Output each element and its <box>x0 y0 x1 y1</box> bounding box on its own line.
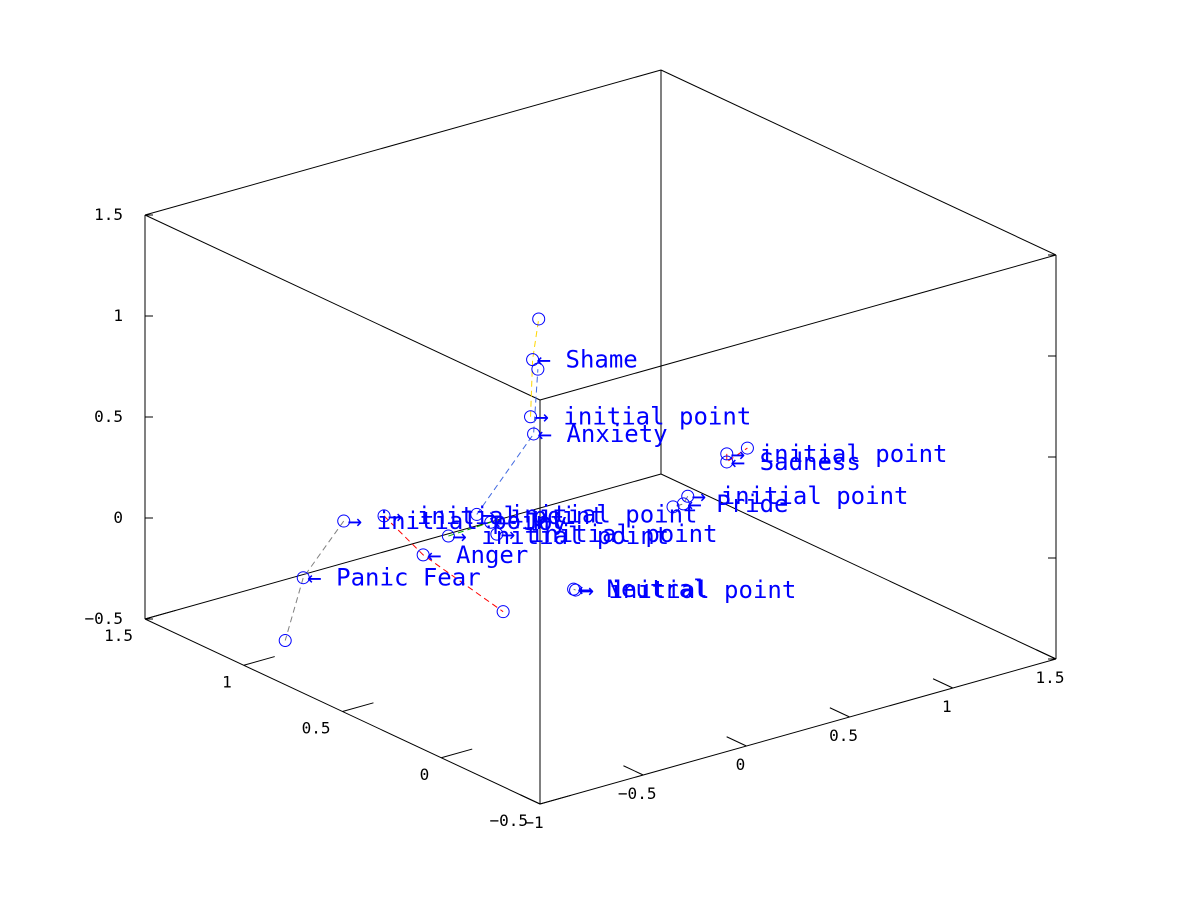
point-annotation: → initial point <box>731 440 948 468</box>
series-layer <box>278 312 754 648</box>
data-point-marker <box>416 548 430 562</box>
data-point-marker <box>337 514 351 528</box>
data-point-marker <box>377 509 391 523</box>
point-annotation: → initial point <box>535 403 752 431</box>
y-tick-label: 1.5 <box>1036 668 1065 687</box>
y-tick <box>623 765 644 776</box>
x-tick-label: 1.5 <box>104 626 133 645</box>
data-point-marker <box>720 447 734 461</box>
y-tick <box>829 707 850 718</box>
data-point-marker <box>470 507 484 521</box>
data-point-marker <box>490 527 504 541</box>
y-tick-label: −1 <box>524 813 543 832</box>
data-point-marker <box>496 605 510 619</box>
data-point-marker <box>531 362 545 376</box>
y-tick <box>726 736 747 747</box>
point-annotation: → initial point <box>501 520 718 548</box>
box-edge <box>144 69 662 216</box>
point-annotation: ← Sadness <box>731 448 861 476</box>
data-point-marker <box>666 500 680 514</box>
z-tick-label: 0 <box>113 508 123 527</box>
x-tick <box>243 656 275 666</box>
data-point-marker <box>740 441 754 455</box>
trajectory-line <box>383 515 504 613</box>
box-edge <box>144 214 541 401</box>
point-annotation: ← Anxiety <box>538 420 668 448</box>
point-annotation: ← Anger <box>427 541 528 569</box>
point-annotation: → initial point <box>692 482 909 510</box>
box-edge <box>539 254 1057 401</box>
z-tick-label: 1.5 <box>94 205 123 224</box>
z-tick-label: 0.5 <box>94 407 123 426</box>
point-annotation: ← Neutral <box>578 575 708 603</box>
point-annotation: → initial point <box>388 502 605 530</box>
trajectory-line <box>726 447 748 463</box>
data-point-marker <box>681 489 695 503</box>
annotation-layer: → initial point← Shame→ initial point← A… <box>307 346 947 604</box>
x-tick-label: −0.5 <box>489 811 528 830</box>
trajectory-line <box>530 318 540 417</box>
z-tick-label: −0.5 <box>84 609 123 628</box>
x-tick-label: 0.5 <box>302 719 331 738</box>
y-tick-label: 1 <box>942 697 952 716</box>
data-point-marker <box>720 455 734 469</box>
point-annotation: → initial point <box>481 500 698 528</box>
data-point-marker <box>441 529 455 543</box>
point-annotation: → initial point <box>452 522 669 550</box>
x-tick <box>441 748 473 759</box>
trajectory-line <box>573 588 576 591</box>
point-annotation: ← Pride <box>687 490 788 518</box>
trajectory-line <box>284 520 345 641</box>
x-tick <box>144 609 177 620</box>
y-tick <box>520 794 541 805</box>
data-point-marker <box>676 497 690 511</box>
box-edge <box>539 658 1057 805</box>
data-point-marker <box>567 582 581 596</box>
point-annotation: ← Panic Fear <box>307 564 480 592</box>
data-point-marker <box>524 410 538 424</box>
data-point-marker <box>296 571 310 585</box>
y-tick-label: −0.5 <box>618 784 657 803</box>
x-tick <box>539 794 572 805</box>
axis-ticks: −0.500.511.5−1−0.500.511.5−0.500.511.5 <box>84 205 1064 832</box>
trajectory-line <box>448 521 491 537</box>
y-tick-label: 0 <box>736 755 746 774</box>
box-edge <box>660 69 1057 256</box>
x-tick-label: 1 <box>222 672 232 691</box>
x-tick-label: 0 <box>420 765 430 784</box>
point-annotation: → initial point <box>348 507 565 535</box>
point-annotation: → initial point <box>580 576 797 604</box>
data-point-marker <box>278 634 292 648</box>
data-point-marker <box>527 427 541 441</box>
box-edge <box>660 473 1057 660</box>
z-tick-label: 1 <box>113 306 123 325</box>
point-annotation: ← Shame <box>537 346 638 374</box>
data-point-marker <box>532 312 546 326</box>
trajectory-line <box>476 369 539 515</box>
data-point-marker <box>484 515 498 529</box>
x-tick <box>342 702 374 712</box>
y-tick <box>1036 649 1057 660</box>
y-tick <box>932 678 954 689</box>
box-edge <box>144 473 662 620</box>
data-point-marker <box>569 583 583 597</box>
y-tick-label: 0.5 <box>829 726 858 745</box>
point-annotation: ← Joy <box>495 508 567 536</box>
